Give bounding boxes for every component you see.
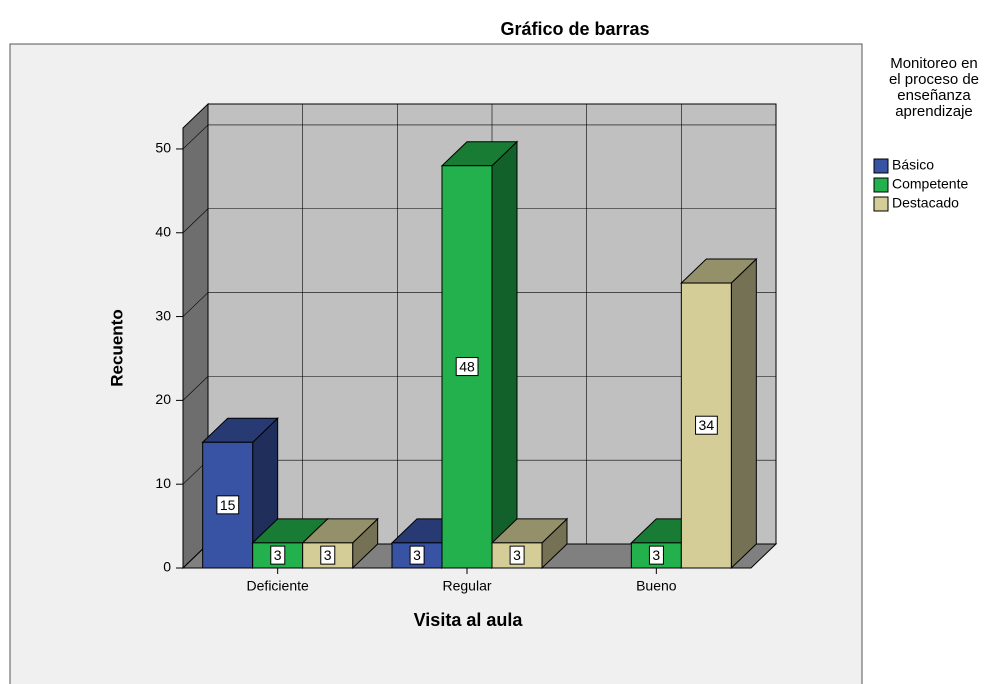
x-tick-label: Bueno <box>636 578 677 594</box>
side-grid-line <box>182 208 209 233</box>
legend-swatch <box>873 158 889 174</box>
bar-side <box>730 257 757 570</box>
x-axis-label: Visita al aula <box>414 610 524 630</box>
legend-swatch <box>873 177 889 193</box>
data-label: 3 <box>324 547 332 563</box>
data-label: 3 <box>513 547 521 563</box>
data-label: 48 <box>459 359 475 375</box>
data-label: 34 <box>699 417 715 433</box>
data-label-box <box>509 545 525 565</box>
x-tick-label: Regular <box>442 578 491 594</box>
data-label: 3 <box>652 547 660 563</box>
data-label-box <box>455 357 479 377</box>
y-tick-label: 40 <box>155 223 171 239</box>
data-label: 15 <box>220 497 236 513</box>
data-label-box <box>270 545 286 565</box>
legend-label: Básico <box>892 157 934 173</box>
y-axis-label: Recuento <box>107 309 126 386</box>
y-tick-label: 10 <box>155 475 171 491</box>
legend-label: Competente <box>892 176 968 192</box>
side-grid-line <box>182 376 209 401</box>
side-grid-line <box>182 124 209 150</box>
y-tick-label: 50 <box>155 140 171 156</box>
data-label-box <box>648 545 664 565</box>
x-tick-label: Deficiente <box>247 578 309 594</box>
data-label: 3 <box>413 547 421 563</box>
legend-title: Monitoreo en el proceso de enseñanza apr… <box>888 55 980 120</box>
bar-side <box>491 140 518 570</box>
legend-swatch <box>873 196 889 212</box>
y-tick-label: 20 <box>155 391 171 407</box>
y-tick-label: 0 <box>163 559 171 575</box>
data-label-box <box>409 545 425 565</box>
data-label-box <box>320 545 336 565</box>
y-tick-label: 30 <box>155 307 171 323</box>
data-label: 3 <box>274 547 282 563</box>
chart-title: Gráfico de barras <box>500 19 649 39</box>
data-label-box <box>216 495 240 515</box>
plot: 0 10 20 30 40 50 Deficiente Regular Bueno 15 3 3 3 48… <box>155 102 778 594</box>
side-grid-line <box>182 292 209 317</box>
data-label-box <box>695 415 718 435</box>
legend-label: Destacado <box>892 195 959 211</box>
